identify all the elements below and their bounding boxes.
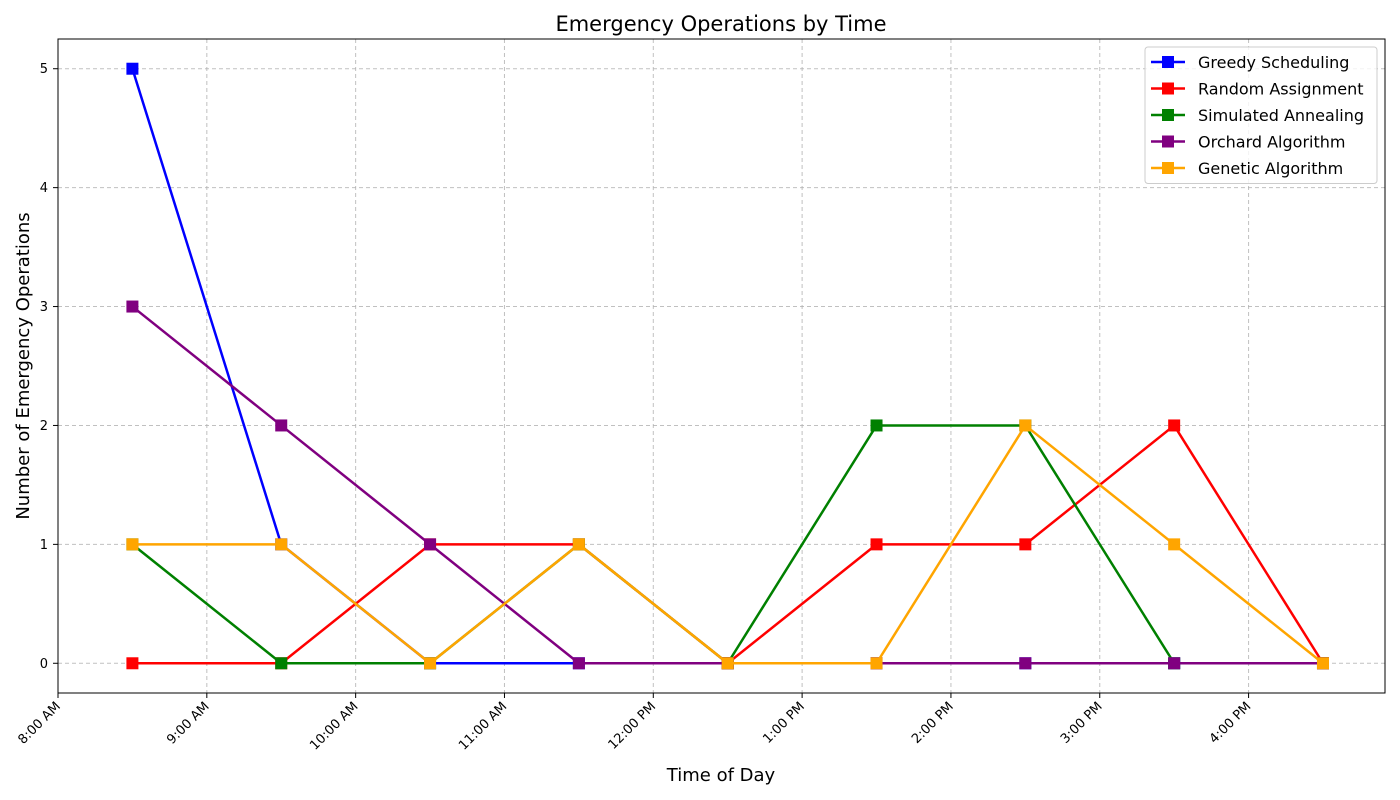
x-tick-label: 10:00 AM [307, 699, 361, 753]
series-orchard-algorithm [126, 300, 1329, 670]
data-point-marker [1019, 538, 1032, 551]
legend-marker-swatch [1162, 82, 1174, 95]
legend-label: Greedy Scheduling [1198, 53, 1349, 72]
legend-marker-swatch [1162, 109, 1174, 121]
data-point-marker [1316, 657, 1329, 670]
data-point-marker [275, 538, 288, 551]
data-point-marker [126, 300, 139, 313]
legend-label: Random Assignment [1198, 80, 1364, 99]
data-point-marker [1168, 657, 1181, 670]
x-tick-label: 9:00 AM [164, 699, 212, 747]
data-point-marker [275, 419, 288, 432]
data-point-marker [424, 657, 437, 670]
chart-title: Emergency Operations by Time [555, 12, 886, 36]
x-tick-label: 3:00 PM [1058, 699, 1106, 747]
series-layer [126, 62, 1329, 670]
data-point-marker [870, 419, 883, 432]
legend-marker-swatch [1162, 162, 1174, 174]
x-axis-title: Time of Day [666, 765, 776, 786]
data-point-marker [126, 538, 139, 551]
data-point-marker [572, 538, 585, 551]
x-tick-label: 2:00 PM [909, 699, 957, 747]
y-axis-title: Number of Emergency Operations [13, 212, 34, 519]
data-point-marker [126, 657, 139, 670]
legend-label: Genetic Algorithm [1198, 159, 1343, 178]
data-point-marker [572, 657, 585, 670]
legend: Greedy Scheduling Random Assignment Simula… [1144, 46, 1378, 184]
series-genetic-algorithm [126, 419, 1329, 670]
data-point-marker [275, 657, 288, 670]
x-tick-label: 8:00 AM [15, 699, 63, 747]
legend-label: Orchard Algorithm [1198, 133, 1345, 152]
data-point-marker [870, 538, 883, 551]
data-point-marker [870, 657, 883, 670]
y-tick-label: 1 [40, 538, 48, 553]
series-line [131, 305, 1323, 665]
data-point-marker [721, 657, 734, 670]
legend-label: Simulated Annealing [1198, 106, 1364, 125]
legend-entry: Simulated Annealing [1151, 106, 1364, 125]
legend-entry: Greedy Scheduling [1151, 53, 1349, 72]
data-point-marker [1168, 419, 1181, 432]
legend-marker-swatch [1162, 56, 1174, 68]
data-point-marker [424, 538, 437, 551]
legend-entry: Genetic Algorithm [1151, 159, 1343, 178]
x-tick-label: 1:00 PM [760, 699, 808, 747]
x-tick-label: 11:00 AM [456, 699, 510, 753]
data-point-marker [126, 62, 139, 75]
series-line [131, 68, 1323, 665]
data-point-marker [1168, 538, 1181, 551]
legend-box [1144, 46, 1378, 184]
axes: 8:00 AM 9:00 AM 10:00 AM 11:00 AM 12:00 PM 1:… [15, 62, 1254, 753]
y-tick-label: 4 [40, 181, 48, 196]
data-point-marker [1019, 419, 1032, 432]
y-tick-label: 3 [40, 300, 48, 315]
plot-area-frame [57, 38, 1386, 694]
data-point-marker [1019, 657, 1032, 670]
y-tick-label: 0 [40, 657, 48, 672]
y-tick-label: 2 [40, 419, 48, 434]
legend-marker-swatch [1162, 135, 1174, 148]
x-tick-label: 4:00 PM [1207, 699, 1255, 747]
legend-entry: Orchard Algorithm [1151, 133, 1345, 152]
legend-entry: Random Assignment [1151, 80, 1364, 99]
x-tick-label: 12:00 PM [606, 699, 659, 752]
y-tick-label: 5 [40, 62, 48, 77]
